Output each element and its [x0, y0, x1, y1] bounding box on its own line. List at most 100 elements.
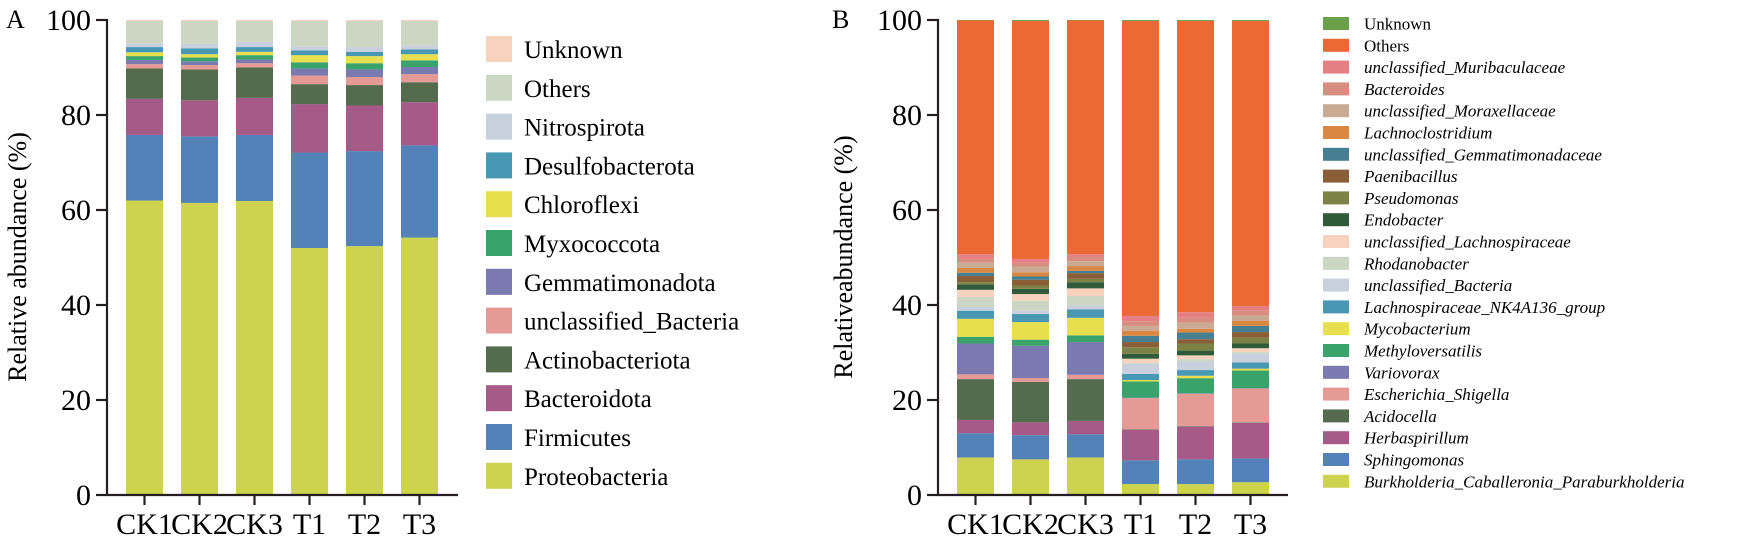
panel-b-segment-t2-sphingomonas — [1177, 459, 1214, 485]
panel-b-segment-ck1-paenibacillus — [957, 276, 994, 283]
panel-a-segment-ck1-chloroflexi — [126, 52, 163, 57]
panel-a-segment-ck3-chloroflexi — [236, 51, 273, 56]
panel-b-segment-ck2-bacteroides — [1012, 262, 1049, 267]
panel-b-legend-item-herbaspirillum: Herbaspirillum — [1323, 429, 1469, 448]
panel-b-segment-ck2-escherichia-shigella — [1012, 378, 1049, 382]
panel-b-segment-t1-unclassified-muribaculaceae — [1122, 315, 1159, 322]
panel-b-legend-label-variovorax: Variovorax — [1364, 363, 1440, 382]
panel-b-bar-t1 — [1122, 20, 1159, 495]
panel-b-segment-t3-unclassified-bacteria — [1232, 353, 1269, 363]
panel-a-legend-swatch-chloroflexi — [486, 191, 512, 218]
panel-b-segment-ck3-variovorax — [1067, 342, 1104, 375]
panel-b-segment-ck1-pseudomonas — [957, 282, 994, 285]
panel-b-segment-ck2-burkholderia-caballeronia-paraburkholderia — [1012, 459, 1049, 496]
panel-b-legend-item-lachnospiraceae-nk4a136-group: Lachnospiraceae_NK4A136_group — [1323, 298, 1605, 317]
panel-b-segment-t2-bacteroides — [1177, 317, 1214, 323]
panel-a-legend: Unknown Others Nitrospirota Desulfobacterot… — [486, 36, 739, 491]
panel-a-segment-t2-actinobacteriota — [346, 85, 383, 106]
panel-b-legend-item-unclassified-bacteria: unclassified_Bacteria — [1323, 276, 1512, 295]
panel-a-segment-t2-desulfobacterota — [346, 51, 383, 57]
panel-b-x-tick-label-ck2: CK2 — [1002, 508, 1059, 541]
panel-b-legend-item-pseudomonas: Pseudomonas — [1323, 189, 1459, 208]
panel-b-legend-swatch-mycobacterium — [1323, 322, 1349, 336]
panel-b-segment-t1-unclassified-bacteria — [1122, 363, 1159, 374]
panel-b-legend-label-lachnoclostridium: Lachnoclostridium — [1363, 124, 1492, 143]
panel-b-segment-ck1-unclassified-moraxellaceae — [957, 262, 994, 268]
panel-a-y-axis-title: Relative abundance (%) — [3, 132, 32, 382]
panel-b-legend-label-burkholderia-caballeronia-paraburkholderia: Burkholderia_Caballeronia_Paraburkholder… — [1364, 472, 1684, 491]
panel-b-segment-ck2-endobacter — [1012, 288, 1049, 295]
panel-a-x-tick-label-t2: T2 — [348, 508, 381, 541]
panel-a-segment-ck3-bacteroidota — [236, 97, 273, 135]
panel-b-segment-t1-methyloversatilis — [1122, 381, 1159, 398]
panel-a-segment-t2-unknown — [346, 20, 383, 21]
panel-a-legend-swatch-proteobacteria — [486, 462, 512, 489]
panel-b-segment-t2-unclassified-lachnospiraceae — [1177, 355, 1214, 360]
panel-b-segment-t2-burkholderia-caballeronia-paraburkholderia — [1177, 484, 1214, 495]
panel-a-segment-t3-desulfobacterota — [401, 49, 438, 55]
panel-b-segment-t3-lachnoclostridium — [1232, 320, 1269, 326]
panel-b-segment-t1-escherichia-shigella — [1122, 398, 1159, 430]
panel-b-segment-ck2-sphingomonas — [1012, 435, 1049, 460]
panel-b-y-tick-label-80: 80 — [892, 99, 922, 132]
panel-a-segment-t3-firmicutes — [401, 145, 438, 238]
panel-b-segment-t3-endobacter — [1232, 343, 1269, 349]
panel-a-segment-ck1-myxococcota — [126, 56, 163, 60]
panel-b-segment-ck3-unclassified-muribaculaceae — [1067, 254, 1104, 258]
panel-a-bar-t2 — [346, 20, 383, 495]
panel-a-legend-label-nitrospirota: Nitrospirota — [524, 115, 645, 142]
panel-b-segment-ck2-lachnospiraceae-nk4a136-group — [1012, 314, 1049, 323]
panel-b-legend-label-unclassified-gemmatimonadaceae: unclassified_Gemmatimonadaceae — [1364, 145, 1602, 164]
panel-a-segment-ck2-chloroflexi — [181, 54, 218, 58]
panel-a-segment-ck2-others — [181, 20, 218, 44]
panel-a-y-tick-label-20: 20 — [61, 384, 91, 417]
panel-b-segment-ck3-others — [1067, 20, 1104, 255]
panel-b-segment-ck2-rhodanobacter — [1012, 300, 1049, 311]
panel-b-legend-item-acidocella: Acidocella — [1323, 407, 1437, 426]
panel-b-segment-ck3-lachnospiraceae-nk4a136-group — [1067, 309, 1104, 318]
panel-a-segment-ck2-myxococcota — [181, 57, 218, 62]
panel-a-segment-t3-actinobacteriota — [401, 82, 438, 103]
panel-a-legend-swatch-actinobacteriota — [486, 346, 512, 373]
panel-a-segment-ck3-proteobacteria — [236, 200, 273, 496]
panel-a-segment-t2-others — [346, 20, 383, 48]
panel-b-x-tick-label-ck1: CK1 — [947, 508, 1004, 541]
panel-b-legend-item-methyloversatilis: Methyloversatilis — [1323, 342, 1482, 361]
panel-b-segment-ck2-herbaspirillum — [1012, 422, 1049, 436]
panel-b-segment-ck1-unclassified-bacteria — [957, 306, 994, 311]
panel-a-segment-t1-gemmatimonadota — [291, 68, 328, 76]
panel-b-x-tick-label-t2: T2 — [1179, 508, 1212, 541]
panel-b-segment-t3-lachnospiraceae-nk4a136-group — [1232, 362, 1269, 369]
panel-a-segment-ck2-nitrospirota — [181, 43, 218, 49]
panel-b-legend-item-others: Others — [1323, 36, 1409, 55]
panel-b-segment-ck2-methyloversatilis — [1012, 339, 1049, 346]
panel-a-legend-item-gemmatimonadota: Gemmatimonadota — [486, 268, 716, 297]
panel-b-segment-t3-unknown — [1232, 20, 1269, 21]
panel-b-legend-item-variovorax: Variovorax — [1323, 363, 1440, 382]
panel-b-segment-t1-unclassified-lachnospiraceae — [1122, 358, 1159, 363]
panel-b-segment-ck3-endobacter — [1067, 282, 1104, 289]
panel-b-segment-t1-herbaspirillum — [1122, 429, 1159, 461]
panel-b-segment-t2-mycobacterium — [1177, 375, 1214, 379]
panel-b-legend-swatch-unclassified-muribaculaceae — [1323, 60, 1349, 74]
panel-b-segment-t3-escherichia-shigella — [1232, 388, 1269, 423]
panel-a-legend-item-unknown: Unknown — [486, 36, 623, 64]
panel-b-x-tick-label-ck3: CK3 — [1057, 508, 1114, 541]
panel-b-legend-swatch-sphingomonas — [1323, 453, 1349, 466]
panel-b-y-tick-label-20: 20 — [892, 384, 922, 417]
panel-a-segment-t3-proteobacteria — [401, 237, 438, 496]
panel-b-segment-ck1-unclassified-gemmatimonadaceae — [957, 272, 994, 277]
panel-a-segment-t3-nitrospirota — [401, 45, 438, 50]
panel-b-legend-swatch-lachnospiraceae-nk4a136-group — [1323, 300, 1349, 314]
panel-b-segment-t1-lachnoclostridium — [1122, 330, 1159, 336]
panel-a-segment-t1-bacteroidota — [291, 104, 328, 153]
panel-a-legend-swatch-firmicutes — [486, 424, 512, 450]
panel-a-legend-swatch-bacteroidota — [486, 385, 512, 412]
panel-b-segment-ck1-lachnospiraceae-nk4a136-group — [957, 310, 994, 319]
panel-b-segment-ck1-unclassified-lachnospiraceae — [957, 289, 994, 297]
panel-b-segment-ck3-lachnoclostridium — [1067, 266, 1104, 271]
panel-b-segment-ck1-mycobacterium — [957, 318, 994, 337]
panel-a-segment-t3-unclassified-bacteria — [401, 74, 438, 83]
panel-b-legend-item-paenibacillus: Paenibacillus — [1323, 167, 1458, 186]
